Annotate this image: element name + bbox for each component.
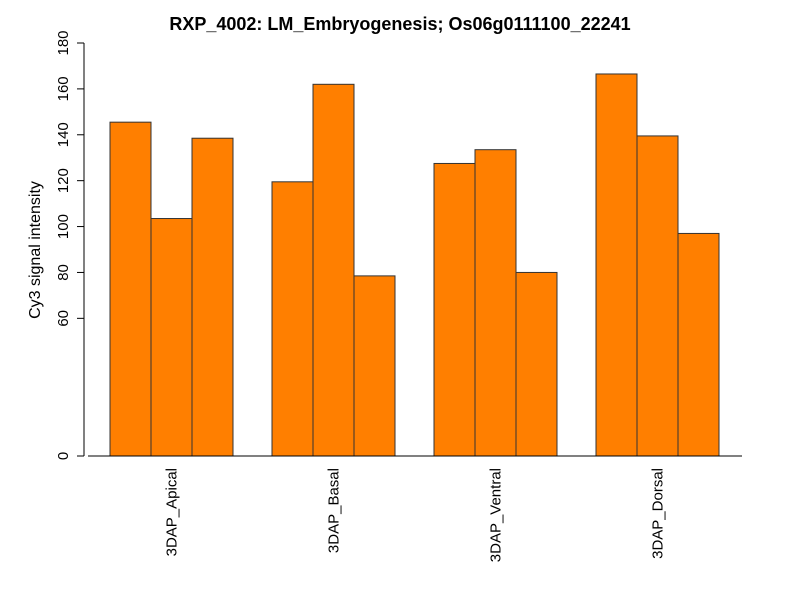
y-tick-label: 0: [55, 452, 72, 460]
chart-title: RXP_4002: LM_Embryogenesis; Os06g0111100…: [169, 14, 630, 34]
y-tick-label: 160: [55, 76, 72, 101]
y-tick-label: 60: [55, 310, 72, 327]
y-axis-label: Cy3 signal intensity: [27, 181, 44, 319]
y-tick-label: 100: [55, 214, 72, 239]
bar: [109, 121, 152, 457]
bar: [150, 218, 193, 457]
bars: [109, 73, 720, 457]
y-tick-label: 140: [55, 122, 72, 147]
y-tick-label: 180: [55, 30, 72, 55]
bar: [271, 181, 314, 457]
bar: [353, 275, 396, 457]
x-axis-labels: 3DAP_Apical 3DAP_Basal 3DAP_Ventral 3DAP_Do…: [164, 468, 667, 562]
bar: [636, 135, 679, 457]
bar: [515, 271, 558, 457]
bar: [474, 149, 517, 457]
bar: [312, 83, 355, 457]
bar: [677, 232, 720, 457]
y-tick-label: 80: [55, 264, 72, 281]
bar: [595, 73, 638, 457]
x-tick-label: 3DAP_Ventral: [488, 468, 505, 562]
bar: [191, 137, 234, 457]
y-tick-label: 120: [55, 168, 72, 193]
x-tick-label: 3DAP_Basal: [326, 468, 343, 553]
bar: [433, 162, 476, 457]
y-axis: 0 60 80 100 120 140 160 180: [55, 30, 85, 460]
x-tick-label: 3DAP_Dorsal: [650, 468, 667, 559]
x-tick-label: 3DAP_Apical: [164, 468, 181, 556]
